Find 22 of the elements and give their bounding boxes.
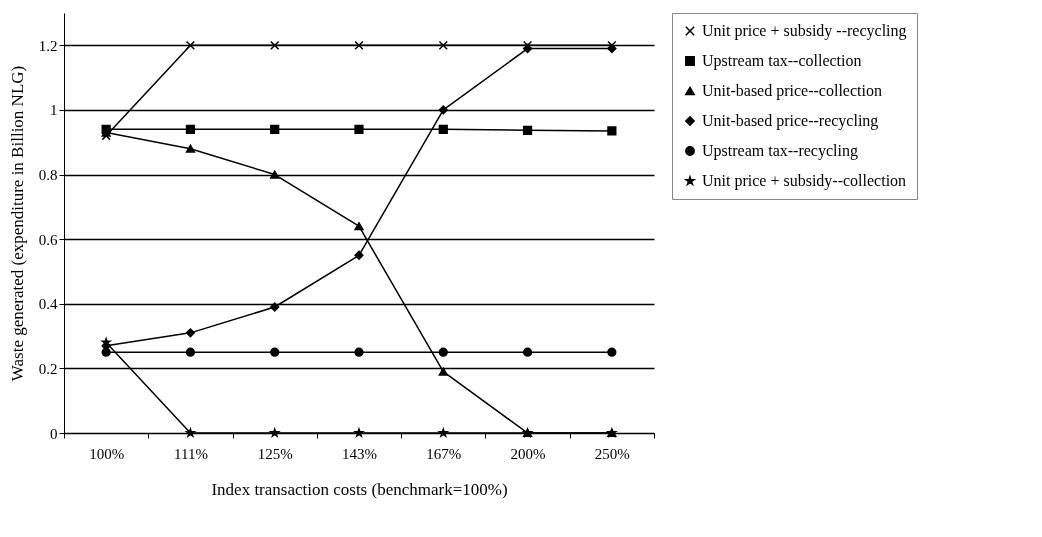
x-tick-label: 143% [342,445,377,462]
x-tick-label: 125% [257,445,293,462]
x-tick-label: 111% [173,445,208,462]
legend-label: Unit price + subsidy --recycling [702,22,907,40]
x-axis-title: Index transaction costs (benchmark=100%) [211,479,508,499]
x-tick-label: 167% [426,445,462,462]
y-tick-label: 0.2 [38,360,58,377]
legend-label: Upstream tax--collection [702,52,862,70]
x-tick-label: 250% [594,445,630,462]
y-axis-title: Waste generated (expenditure in Billion NLG) [7,65,27,382]
x-tick-label: 100% [89,445,125,462]
y-tick-label: 0 [50,425,58,442]
y-tick-label: 1 [50,102,58,119]
legend-label: Unit price + subsidy--collection [702,172,907,190]
y-tick-label: 1.2 [38,37,58,54]
y-tick-label: 0.8 [38,167,58,184]
x-tick-label: 200% [510,445,546,462]
legend-label: Unit-based price--collection [702,82,882,100]
legend-label: Upstream tax--recycling [702,142,858,160]
y-tick-label: 0.6 [38,231,58,248]
legend-label: Unit-based price--recycling [702,112,879,130]
y-tick-label: 0.4 [38,296,58,313]
